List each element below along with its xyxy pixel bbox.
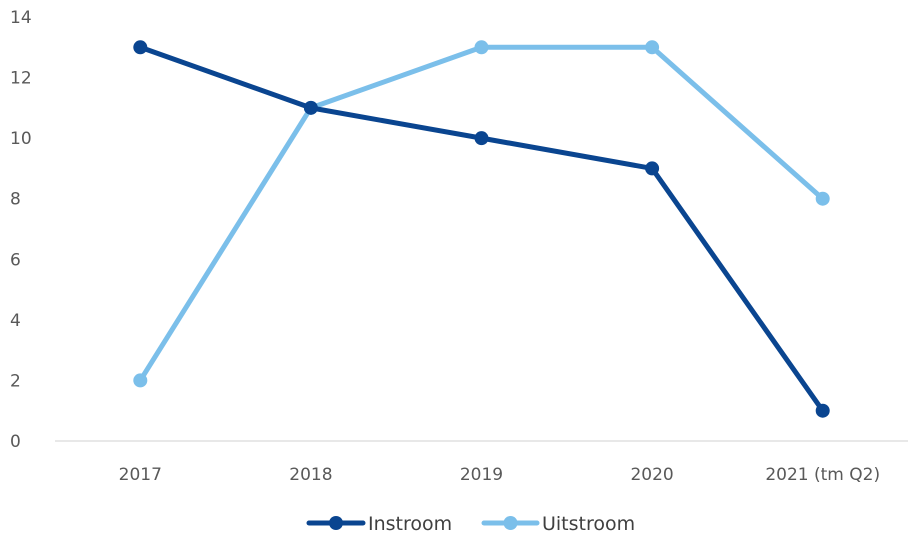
y-tick-label: 10 bbox=[10, 129, 32, 149]
y-tick-label: 14 bbox=[10, 8, 32, 28]
x-tick-label: 2017 bbox=[119, 465, 162, 485]
uitstroom-line bbox=[137, 44, 826, 383]
y-tick-label: 8 bbox=[10, 190, 21, 210]
y-tick-label: 12 bbox=[10, 69, 32, 89]
instroom-point bbox=[645, 161, 660, 176]
legend-item-uitstroom: Uitstroom bbox=[481, 513, 635, 535]
series-layer bbox=[133, 40, 830, 418]
legend-item-instroom: Instroom bbox=[306, 513, 452, 535]
y-tick-label: 4 bbox=[10, 311, 21, 331]
instroom-point bbox=[303, 100, 318, 115]
instroom-line bbox=[137, 44, 826, 414]
uitstroom-point bbox=[645, 40, 660, 55]
y-axis-ticks: 0 2 4 6 8 10 12 14 bbox=[10, 8, 32, 452]
legend-label: Uitstroom bbox=[542, 513, 635, 535]
x-tick-label: 2019 bbox=[460, 465, 503, 485]
series-instroom bbox=[133, 40, 830, 418]
y-tick-label: 6 bbox=[10, 250, 21, 270]
x-tick-label: 2021 (tm Q2) bbox=[765, 465, 880, 485]
instroom-point bbox=[474, 131, 489, 146]
legend: Instroom Uitstroom bbox=[306, 513, 635, 535]
instroom-point bbox=[815, 403, 830, 418]
uitstroom-point bbox=[133, 373, 148, 388]
legend-label: Instroom bbox=[368, 513, 452, 535]
legend-swatch-marker bbox=[329, 516, 343, 530]
uitstroom-point bbox=[815, 191, 830, 206]
legend-swatch-marker bbox=[503, 516, 518, 530]
y-tick-label: 2 bbox=[10, 371, 21, 391]
y-tick-label: 0 bbox=[10, 432, 21, 452]
x-tick-label: 2018 bbox=[289, 465, 332, 485]
uitstroom-point bbox=[474, 40, 489, 55]
series-uitstroom bbox=[133, 40, 830, 388]
instroom-point bbox=[133, 40, 148, 55]
x-axis-ticks: 2017 2018 2019 2020 2021 (tm Q2) bbox=[119, 465, 880, 485]
x-tick-label: 2020 bbox=[630, 465, 673, 485]
